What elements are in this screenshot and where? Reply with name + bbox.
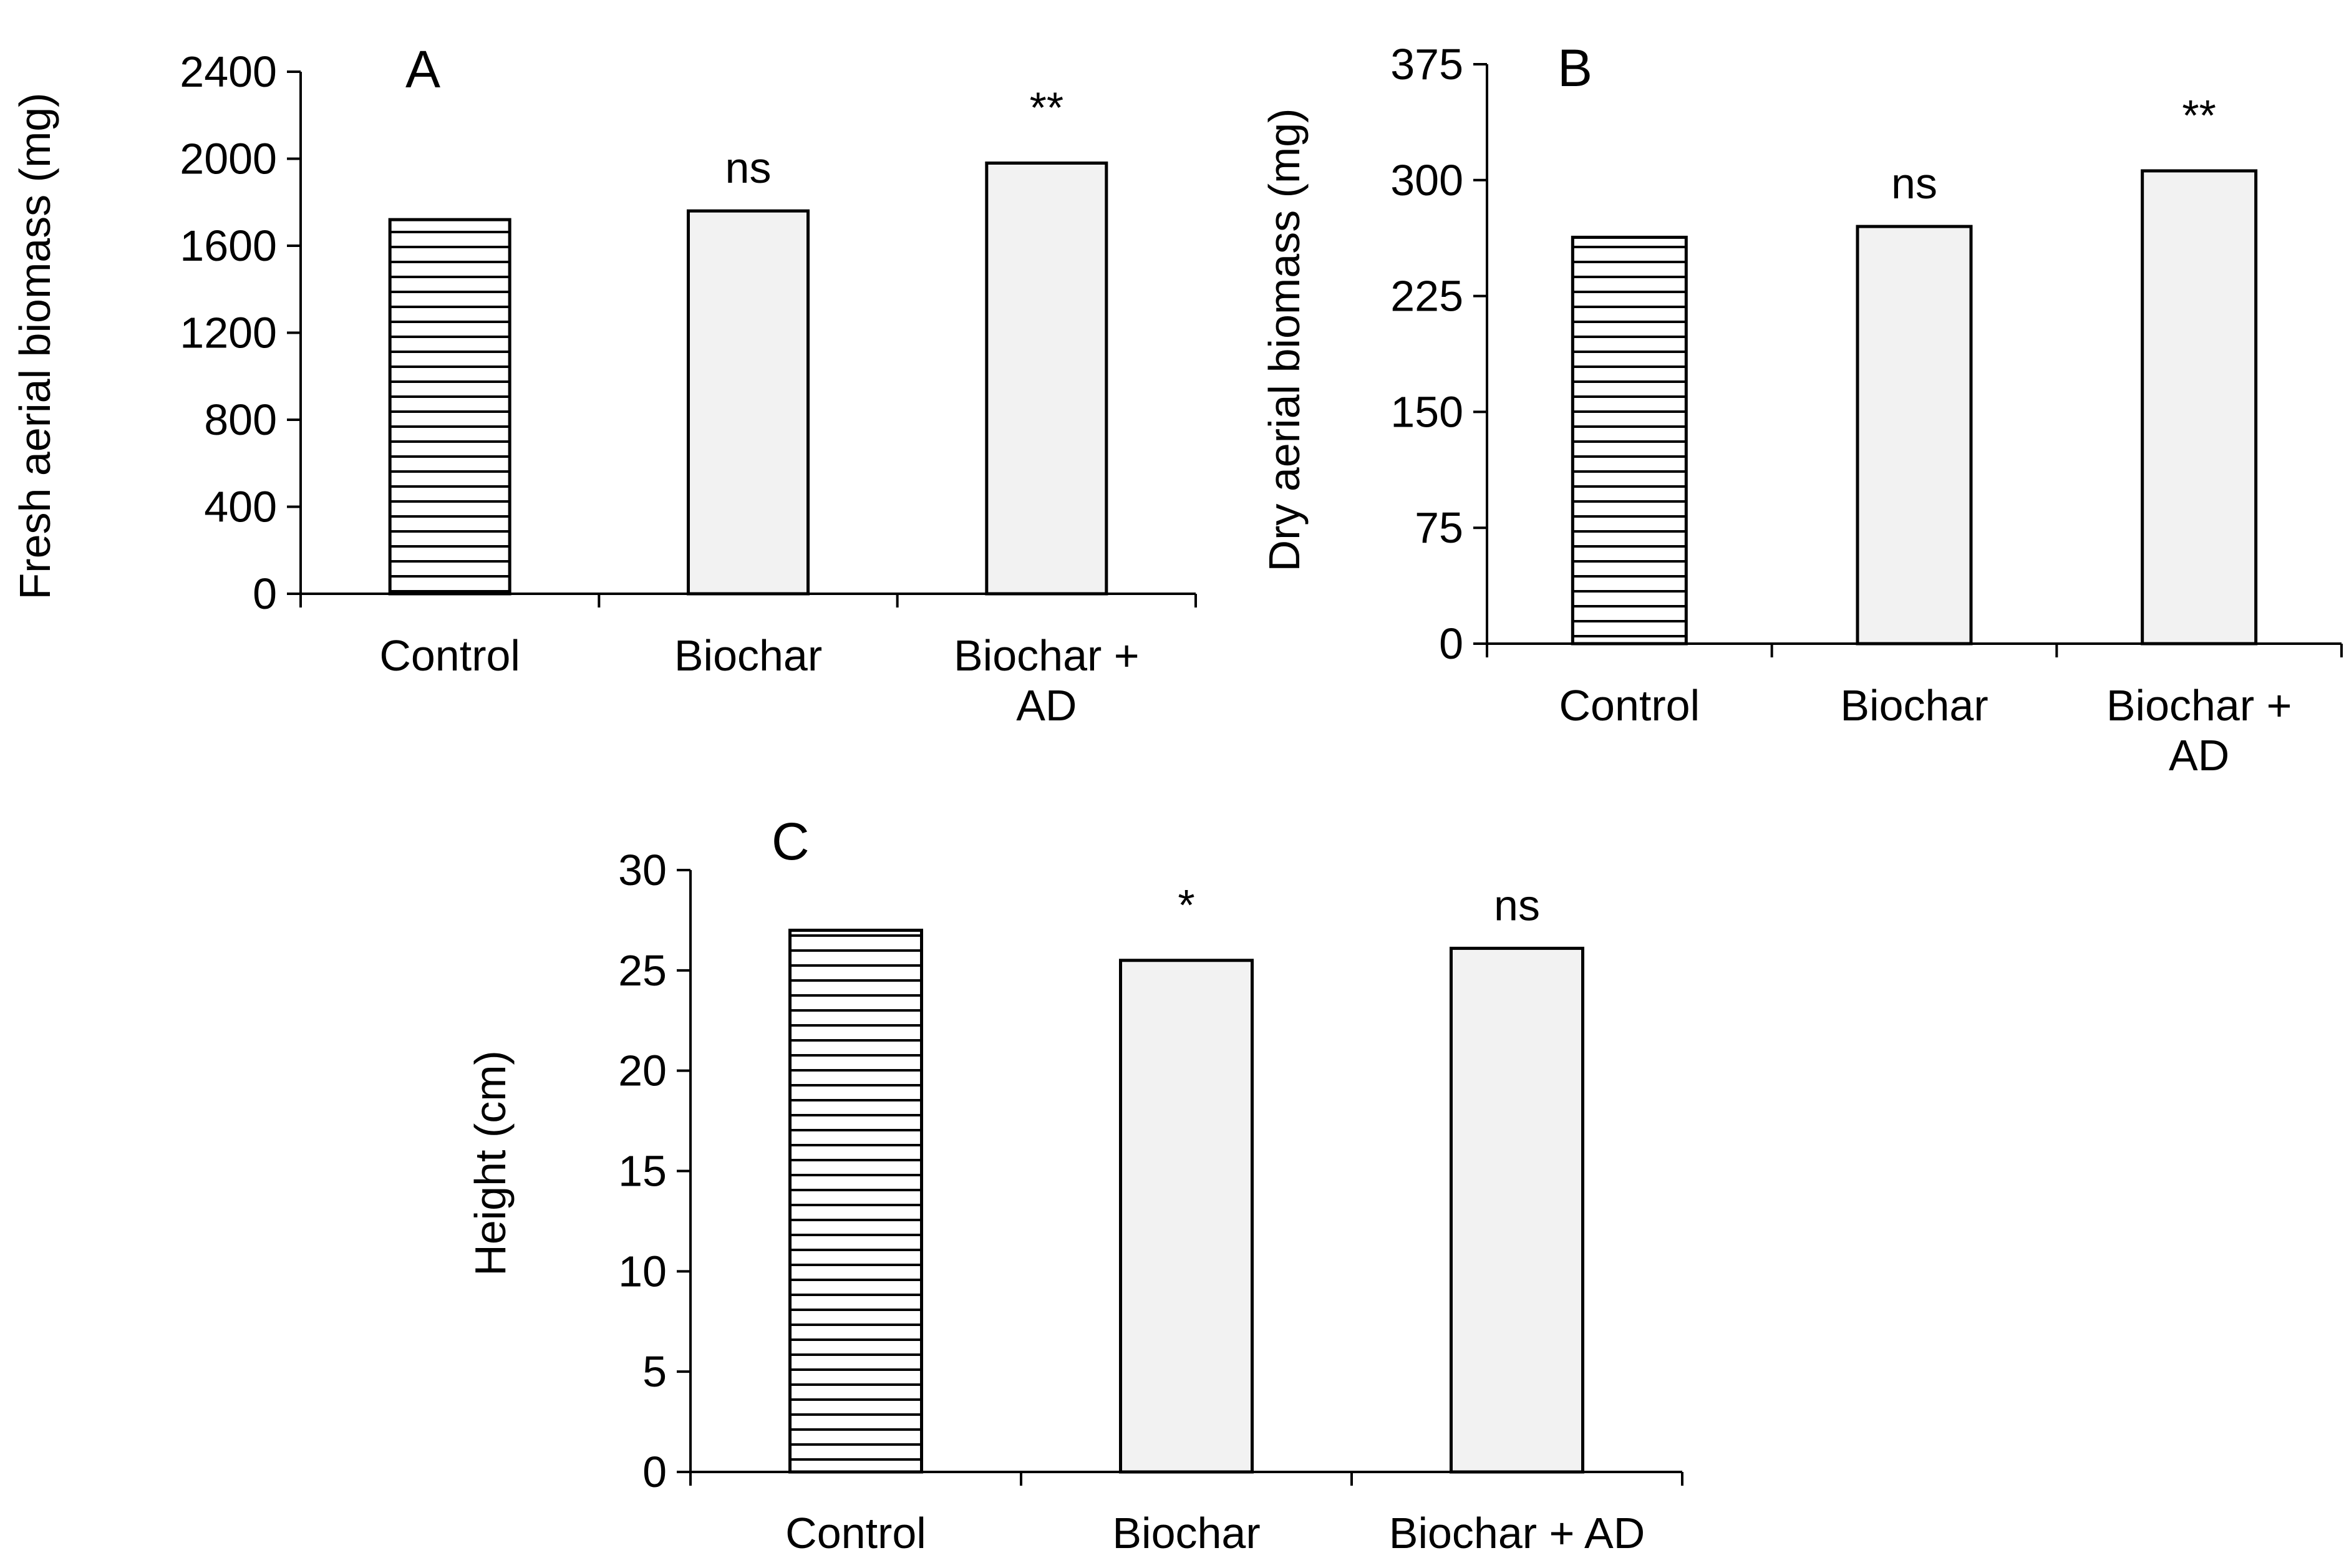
- panel-b-y-tick-label: 0: [1439, 619, 1463, 668]
- panel-b-y-tick-label: 150: [1390, 387, 1463, 436]
- panel-a-y-tick-label: 400: [204, 483, 277, 531]
- panel-a-y-tick-label: 1600: [180, 221, 277, 270]
- chart-panel-b: B Dry aerial biomass (mg) 0 75 150 225 300 37…: [1260, 39, 2343, 780]
- panel-c-y-axis-title: Height (cm): [466, 1050, 515, 1276]
- panel-a-y-tick-label: 1200: [180, 309, 277, 357]
- panel-b-bar-biochar-ad: [2141, 169, 2258, 646]
- panel-c-y-tick-label: 30: [618, 846, 667, 894]
- panel-a-y-tick-label: 2000: [180, 135, 277, 183]
- panel-a-bar-control: [388, 218, 511, 596]
- panel-c-bar-control: [788, 929, 923, 1474]
- panel-b-y-tick-label: 375: [1390, 40, 1463, 89]
- panel-b-y-tick-label: 300: [1390, 156, 1463, 205]
- panel-c-bar-biochar: [1119, 959, 1254, 1474]
- panel-c-y-tick-label: 10: [618, 1247, 667, 1295]
- panel-a-y-tick-label: 800: [204, 395, 277, 444]
- panel-b-bar-biochar: [1856, 225, 1973, 646]
- panel-c-x-tick-label: Biochar + AD: [1389, 1509, 1645, 1557]
- panel-a-letter: A: [405, 40, 440, 99]
- panel-c-letter: C: [772, 812, 810, 871]
- panel-c-y-tick-label: 5: [642, 1347, 667, 1396]
- panel-a-bar-biochar: [687, 209, 810, 596]
- panel-c-y-tick-label: 0: [642, 1448, 667, 1496]
- panel-c-y-tick-label: 20: [618, 1047, 667, 1095]
- panel-b-significance-label: **: [2182, 91, 2216, 140]
- panel-c-bar-biochar-ad: [1450, 946, 1584, 1474]
- panel-a-y-axis-title: Fresh aerial biomass (mg): [11, 93, 59, 600]
- panel-b-x-tick-label: Biochar +: [2106, 681, 2292, 730]
- panel-a-significance-label: ns: [725, 143, 772, 192]
- chart-panel-a: A Fresh aerial biomass (mg) 0 400 800 1200 1…: [11, 40, 1197, 730]
- panel-a-y-tick-label: 0: [253, 569, 277, 618]
- panel-b-letter: B: [1557, 39, 1592, 97]
- panel-a-x-tick-label: Control: [379, 631, 520, 680]
- panel-a-y-tick-label: 2400: [180, 47, 277, 96]
- panel-c-significance-label: ns: [1494, 881, 1540, 929]
- panel-b-x-tick-label: Control: [1559, 681, 1700, 730]
- panel-c-y-tick-label: 15: [618, 1147, 667, 1196]
- panel-a-bar-biochar-ad: [985, 161, 1108, 596]
- panel-b-y-tick-label: 75: [1415, 503, 1463, 552]
- panel-b-x-tick-label: AD: [2169, 731, 2229, 780]
- panel-a-x-tick-label: Biochar +: [954, 631, 1140, 680]
- panel-c-x-tick-label: Control: [785, 1509, 926, 1557]
- panel-c-significance-label: *: [1178, 881, 1194, 929]
- panel-c-x-tick-label: Biochar: [1112, 1509, 1260, 1557]
- panel-a-x-tick-label: Biochar: [674, 631, 822, 680]
- panel-b-y-axis-title: Dry aerial biomass (mg): [1260, 109, 1309, 572]
- chart-panel-c: C Height (cm) 0 5 10 15 20 25 30 Control Biochar…: [466, 812, 1683, 1557]
- panel-b-bar-control: [1571, 235, 1688, 646]
- panel-b-x-tick-label: Biochar: [1840, 681, 1988, 730]
- panel-c-y-tick-label: 25: [618, 946, 667, 995]
- panel-a-significance-label: **: [1030, 83, 1063, 132]
- panel-b-y-tick-label: 225: [1390, 272, 1463, 321]
- panel-b-significance-label: ns: [1891, 159, 1937, 208]
- panel-a-x-tick-label: AD: [1016, 681, 1077, 730]
